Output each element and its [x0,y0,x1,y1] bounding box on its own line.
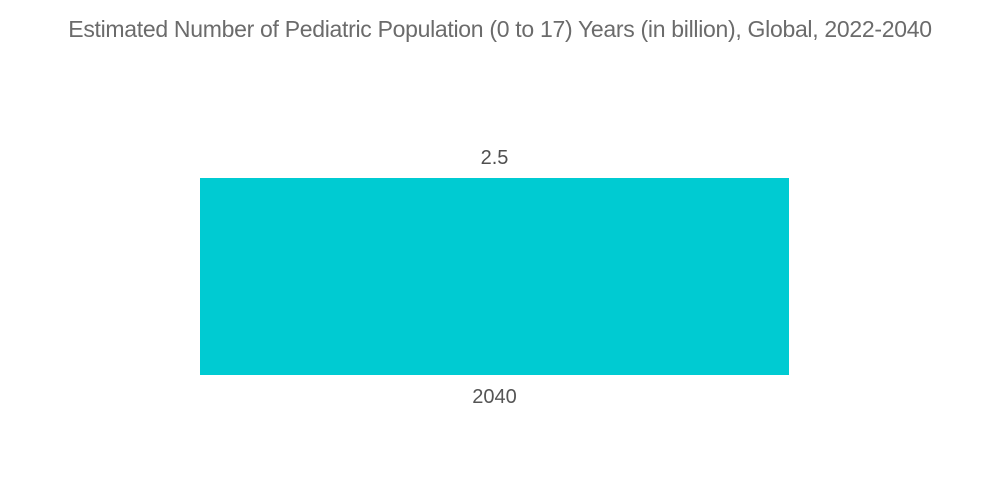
chart-title: Estimated Number of Pediatric Population… [68,16,932,42]
bar-value-label: 2.5 [480,147,509,169]
bar-group: 2.5 2040 [200,147,789,408]
x-axis-category-label: 2040 [472,386,517,408]
bar-2040[interactable] [200,178,789,375]
plot-area: 2.5 2040 [200,147,789,408]
